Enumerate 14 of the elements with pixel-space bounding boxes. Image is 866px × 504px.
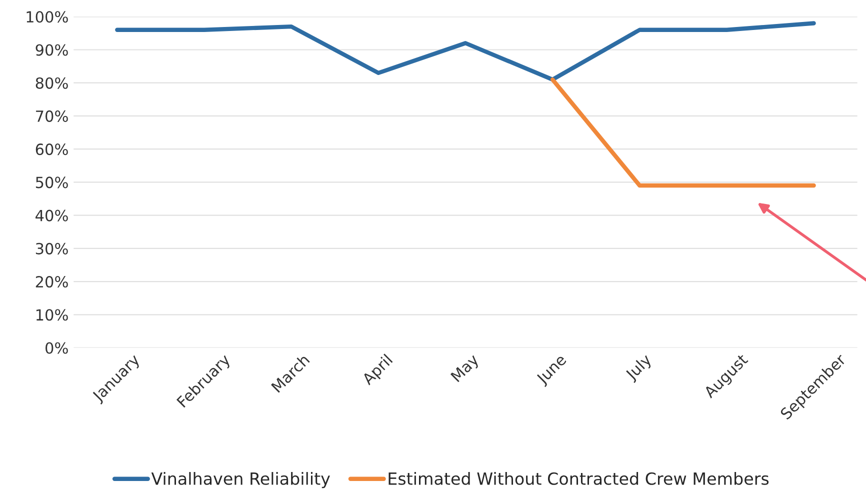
y-tick-label: 20% [36,276,68,288]
y-tick-label: 70% [36,110,68,122]
y-tick-label: 100% [26,11,68,23]
y-tick-label: 0% [46,342,68,354]
legend-label: Vinalhaven Reliability [151,472,330,488]
line-series [115,21,816,82]
y-tick-label: 60% [36,144,68,156]
legend-label: Estimated Without Contracted Crew Members [388,472,769,485]
y-tick-label: 30% [36,242,68,254]
y-tick-label: 10% [36,309,68,321]
y-tick-label: 40% [36,210,68,222]
y-tick-label: 50% [36,176,68,188]
y-tick-label: 90% [36,44,68,56]
y-tick-label: 80% [36,77,68,89]
